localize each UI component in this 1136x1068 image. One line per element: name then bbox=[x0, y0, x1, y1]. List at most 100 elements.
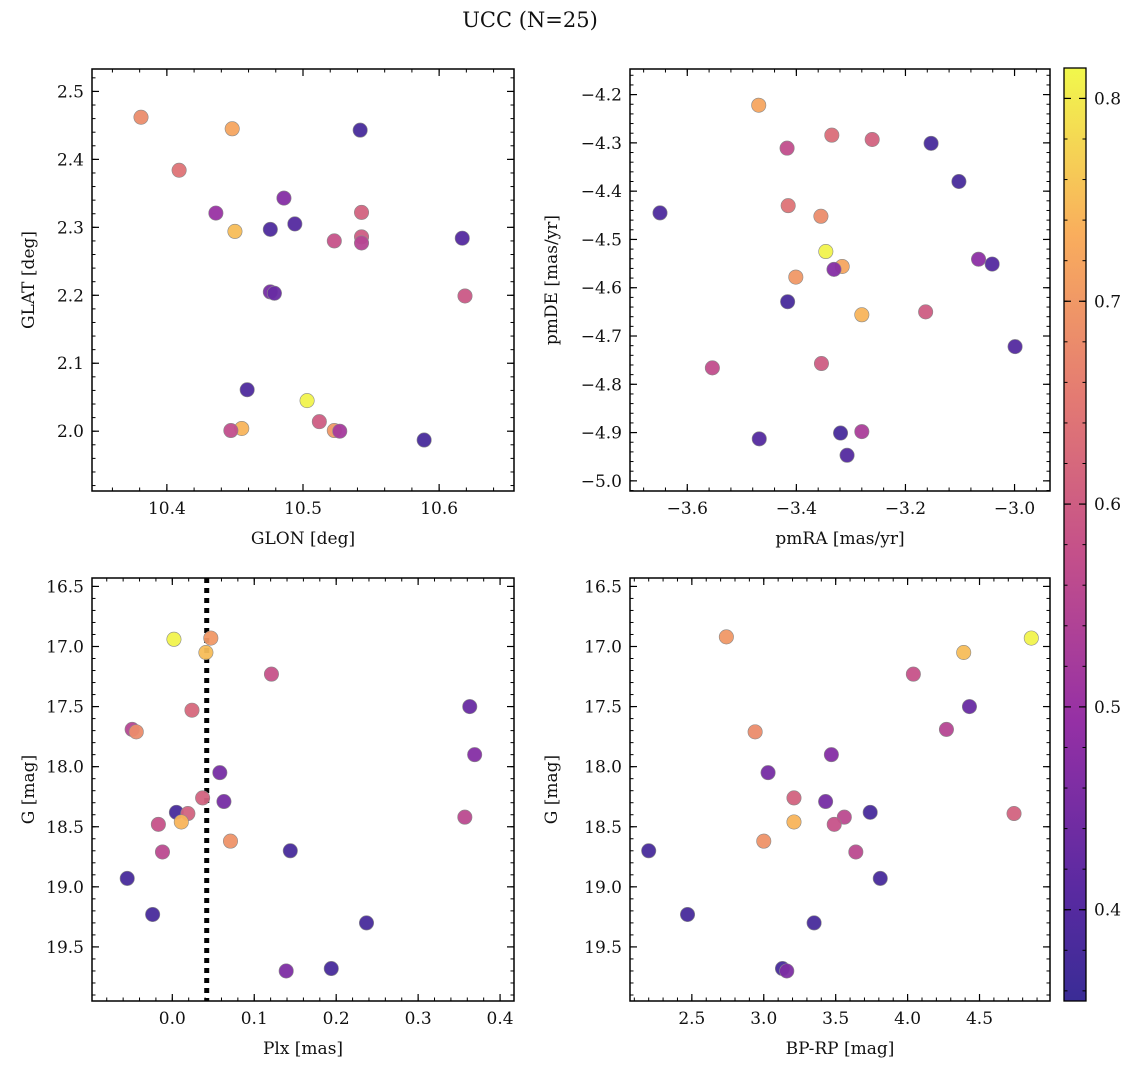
x-tick-label: 10.6 bbox=[420, 499, 458, 519]
data-point bbox=[780, 198, 796, 214]
data-point bbox=[971, 251, 987, 267]
data-point bbox=[826, 261, 842, 277]
data-point bbox=[278, 963, 294, 979]
data-point bbox=[788, 269, 804, 285]
data-point bbox=[195, 790, 211, 806]
y-tick-label: −4.5 bbox=[581, 230, 622, 250]
y-axis-label: GLAT [deg] bbox=[19, 231, 39, 329]
data-point bbox=[756, 833, 772, 849]
data-point bbox=[467, 747, 483, 763]
data-point bbox=[826, 816, 842, 832]
data-point bbox=[718, 629, 734, 645]
data-point bbox=[1006, 806, 1022, 822]
data-point bbox=[862, 804, 878, 820]
data-point bbox=[282, 843, 298, 859]
x-tick-label: 3.0 bbox=[750, 1009, 777, 1029]
data-point bbox=[299, 393, 315, 409]
data-point bbox=[839, 447, 855, 463]
x-tick-label: 10.5 bbox=[284, 499, 322, 519]
data-point bbox=[956, 645, 972, 661]
data-point bbox=[171, 162, 187, 178]
y-tick-label: −4.2 bbox=[581, 86, 622, 106]
y-tick-label: 16.5 bbox=[584, 577, 622, 597]
data-point bbox=[813, 356, 829, 372]
y-tick-label: 18.5 bbox=[584, 818, 622, 838]
data-point bbox=[905, 666, 921, 682]
x-axis-label: Plx [mas] bbox=[263, 1039, 343, 1059]
axes-frame bbox=[629, 577, 1051, 1002]
data-point bbox=[704, 360, 720, 376]
data-point bbox=[216, 794, 232, 810]
y-tick-label: −4.3 bbox=[581, 134, 622, 154]
y-tick-label: 16.5 bbox=[46, 577, 84, 597]
y-tick-label: 19.0 bbox=[584, 878, 622, 898]
data-point bbox=[359, 915, 375, 931]
data-point bbox=[818, 244, 834, 260]
data-point bbox=[780, 294, 796, 310]
y-tick-label: −4.9 bbox=[581, 424, 622, 444]
y-tick-label: 19.5 bbox=[584, 938, 622, 958]
data-point bbox=[779, 140, 795, 156]
data-point bbox=[680, 906, 696, 922]
x-axis-label: GLON [deg] bbox=[251, 529, 355, 549]
y-tick-label: −4.7 bbox=[581, 327, 622, 347]
y-tick-label: 17.5 bbox=[584, 698, 622, 718]
y-tick-label: −4.6 bbox=[581, 279, 622, 299]
x-tick-label: −3.0 bbox=[994, 499, 1035, 519]
y-tick-label: 19.5 bbox=[46, 938, 84, 958]
x-axis-label: BP-RP [mag] bbox=[786, 1039, 895, 1059]
data-points bbox=[652, 97, 1023, 463]
y-tick-label: 2.1 bbox=[57, 354, 84, 374]
data-point bbox=[818, 794, 834, 810]
panel-glon-glat: 10.4 10.5 10.6 2.0 2.1 2.2 2.3 2.4 2.5 GLON [deg]… bbox=[19, 68, 515, 549]
data-point bbox=[222, 833, 238, 849]
data-point bbox=[462, 699, 478, 715]
axes-frame bbox=[91, 68, 515, 492]
data-point bbox=[457, 288, 473, 304]
data-point bbox=[154, 844, 170, 860]
data-point bbox=[779, 963, 795, 979]
data-point bbox=[824, 127, 840, 143]
axes-frame bbox=[91, 577, 515, 1002]
data-point bbox=[266, 285, 282, 301]
data-point bbox=[311, 414, 327, 430]
y-tick-label: −4.8 bbox=[581, 375, 622, 395]
y-tick-label: 17.0 bbox=[46, 637, 84, 657]
axes-frame bbox=[629, 68, 1051, 492]
y-tick-label: 2.3 bbox=[57, 218, 84, 238]
data-point bbox=[1007, 339, 1023, 355]
data-point bbox=[150, 816, 166, 832]
data-point bbox=[751, 97, 767, 113]
x-tick-label: 3.5 bbox=[822, 1009, 849, 1029]
data-points bbox=[133, 109, 473, 448]
minor-ticks bbox=[92, 578, 514, 1001]
data-point bbox=[354, 235, 370, 251]
x-tick-label: 10.4 bbox=[148, 499, 186, 519]
x-tick-label: 0.3 bbox=[405, 1009, 432, 1029]
data-points bbox=[119, 630, 483, 979]
colorbar-tick-label: 0.4 bbox=[1094, 901, 1121, 921]
data-point bbox=[227, 223, 243, 239]
data-point bbox=[326, 233, 342, 249]
data-point bbox=[641, 843, 657, 859]
x-axis-label: pmRA [mas/yr] bbox=[775, 529, 904, 549]
y-tick-label: 17.5 bbox=[46, 698, 84, 718]
y-tick-label: 2.0 bbox=[57, 422, 84, 442]
x-tick-label: 0.0 bbox=[159, 1009, 186, 1029]
data-point bbox=[984, 256, 1000, 272]
data-point bbox=[1023, 630, 1039, 646]
colorbar-tick-label: 0.6 bbox=[1094, 495, 1121, 515]
y-tick-label: 18.0 bbox=[584, 758, 622, 778]
panel-bprp-g: 2.5 3.0 3.5 4.0 4.5 16.5 17.0 17.5 18.0 18.5 19.0 1… bbox=[542, 577, 1051, 1059]
data-point bbox=[119, 870, 135, 886]
y-tick-label: −5.0 bbox=[581, 472, 622, 492]
colorbar-tick-label: 0.7 bbox=[1094, 292, 1121, 312]
y-tick-label: 18.5 bbox=[46, 818, 84, 838]
x-tick-label: −3.4 bbox=[776, 499, 817, 519]
data-point bbox=[848, 844, 864, 860]
data-point bbox=[263, 666, 279, 682]
x-tick-label: 4.0 bbox=[894, 1009, 921, 1029]
minor-ticks bbox=[630, 578, 1050, 1001]
data-point bbox=[276, 190, 292, 206]
